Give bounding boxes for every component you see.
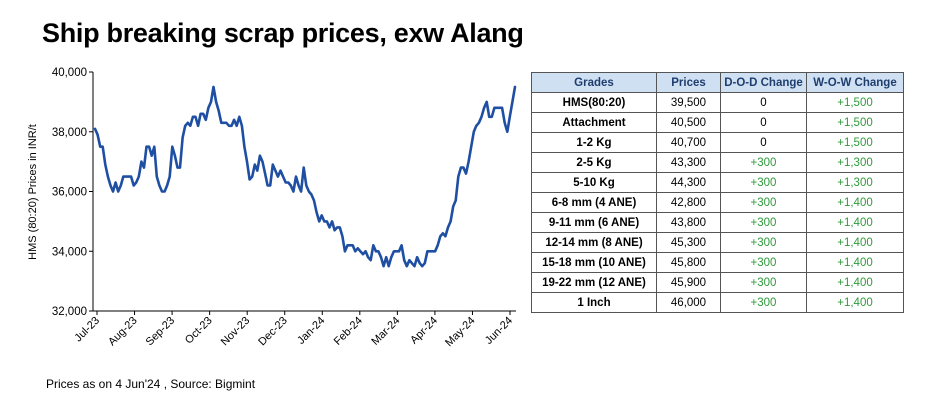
table-row: 19-22 mm (12 ANE) 45,900 +300 +1,400 [531, 272, 904, 293]
x-tick-label: Jun-24 [483, 315, 515, 347]
grade-cell: 19-22 mm (12 ANE) [531, 272, 657, 293]
x-tick-label: May-24 [443, 315, 477, 349]
chart-axes [92, 72, 516, 312]
y-tick-label: 36,000 [52, 187, 87, 199]
grade-cell: 1-2 Kg [531, 132, 657, 153]
dod-change-cell: 0 [720, 132, 807, 153]
series-line-hms [93, 85, 517, 268]
price-cell: 45,300 [656, 232, 721, 253]
price-cell: 40,700 [656, 132, 721, 153]
x-tick-label: Sep-23 [144, 315, 178, 349]
price-cell: 43,300 [656, 152, 721, 173]
grade-cell: Attachment [531, 112, 657, 133]
x-tick-label: Apr-24 [408, 315, 440, 347]
table-row: Attachment 40,500 0 +1,500 [531, 112, 904, 133]
wow-change-cell: +1,300 [806, 172, 904, 193]
grade-cell: 1 Inch [531, 292, 657, 313]
wow-change-cell: +1,400 [806, 232, 904, 253]
table-header-row: Grades Prices D-O-D Change W-O-W Change [531, 72, 904, 93]
x-tick-label: Mar-24 [369, 315, 402, 348]
header-dod-change: D-O-D Change [720, 72, 807, 93]
wow-change-cell: +1,300 [806, 152, 904, 173]
grade-cell: 6-8 mm (4 ANE) [531, 192, 657, 213]
x-axis-ticks: Jul-23 Aug-23 Sep-23 Oct-23 Nov-23 Dec-23 Jan-… [72, 311, 515, 349]
dod-change-cell: 0 [720, 112, 807, 133]
x-tick-label: Oct-23 [183, 315, 215, 347]
wow-change-cell: +1,500 [806, 112, 904, 133]
grade-cell: HMS(80:20) [531, 92, 657, 113]
header-prices: Prices [656, 72, 721, 93]
table-row: 1 Inch 46,000 +300 +1,400 [531, 292, 904, 313]
source-note: Prices as on 4 Jun'24 , Source: Bigmint [46, 377, 256, 391]
dod-change-cell: +300 [720, 212, 807, 233]
y-tick-label: 40,000 [52, 67, 87, 79]
table-row: 1-2 Kg 40,700 0 +1,500 [531, 132, 904, 153]
prices-table: Grades Prices D-O-D Change W-O-W Change … [531, 72, 904, 313]
wow-change-cell: +1,400 [806, 192, 904, 213]
dod-change-cell: +300 [720, 272, 807, 293]
y-axis-ticks: 32,000 34,000 36,000 38,000 40,000 [52, 67, 93, 318]
price-cell: 44,300 [656, 172, 721, 193]
x-tick-label: Aug-23 [106, 315, 140, 349]
page-title: Ship breaking scrap prices, exw Alang [42, 18, 524, 48]
price-cell: 45,800 [656, 252, 721, 273]
price-cell: 45,900 [656, 272, 721, 293]
table-row: 6-8 mm (4 ANE) 42,800 +300 +1,400 [531, 192, 904, 213]
dod-change-cell: +300 [720, 292, 807, 313]
header-wow-change: W-O-W Change [806, 72, 904, 93]
x-tick-label: Feb-24 [332, 315, 365, 348]
table-row: 5-10 Kg 44,300 +300 +1,300 [531, 172, 904, 193]
price-cell: 43,800 [656, 212, 721, 233]
y-axis-label: HMS (80:20) Prices in INR/t [27, 124, 39, 260]
grade-cell: 15-18 mm (10 ANE) [531, 252, 657, 273]
table-row: 15-18 mm (10 ANE) 45,800 +300 +1,400 [531, 252, 904, 273]
table-row: 9-11 mm (6 ANE) 43,800 +300 +1,400 [531, 212, 904, 233]
wow-change-cell: +1,500 [806, 132, 904, 153]
x-tick-label: Dec-23 [256, 315, 290, 349]
grade-cell: 5-10 Kg [531, 172, 657, 193]
table-row: HMS(80:20) 39,500 0 +1,500 [531, 92, 904, 113]
x-tick-label: Nov-23 [219, 315, 253, 349]
wow-change-cell: +1,400 [806, 292, 904, 313]
table-row: 2-5 Kg 43,300 +300 +1,300 [531, 152, 904, 173]
dod-change-cell: +300 [720, 252, 807, 273]
dod-change-cell: +300 [720, 192, 807, 213]
y-tick-label: 32,000 [52, 306, 87, 318]
y-tick-label: 38,000 [52, 127, 87, 139]
grade-cell: 12-14 mm (8 ANE) [531, 232, 657, 253]
table-row: 12-14 mm (8 ANE) 45,300 +300 +1,400 [531, 232, 904, 253]
price-cell: 46,000 [656, 292, 721, 313]
wow-change-cell: +1,400 [806, 252, 904, 273]
grade-cell: 9-11 mm (6 ANE) [531, 212, 657, 233]
wow-change-cell: +1,400 [806, 212, 904, 233]
y-tick-label: 34,000 [52, 246, 87, 258]
wow-change-cell: +1,500 [806, 92, 904, 113]
dod-change-cell: +300 [720, 152, 807, 173]
header-grades: Grades [531, 72, 657, 93]
wow-change-cell: +1,400 [806, 272, 904, 293]
dod-change-cell: 0 [720, 92, 807, 113]
price-line-chart: 32,000 34,000 36,000 38,000 40,000 Jul-23 Aug… [27, 67, 517, 349]
x-tick-label: Jan-24 [295, 315, 327, 347]
price-cell: 40,500 [656, 112, 721, 133]
dod-change-cell: +300 [720, 172, 807, 193]
price-cell: 39,500 [656, 92, 721, 113]
grade-cell: 2-5 Kg [531, 152, 657, 173]
price-cell: 42,800 [656, 192, 721, 213]
x-tick-label: Jul-23 [72, 315, 102, 345]
dod-change-cell: +300 [720, 232, 807, 253]
